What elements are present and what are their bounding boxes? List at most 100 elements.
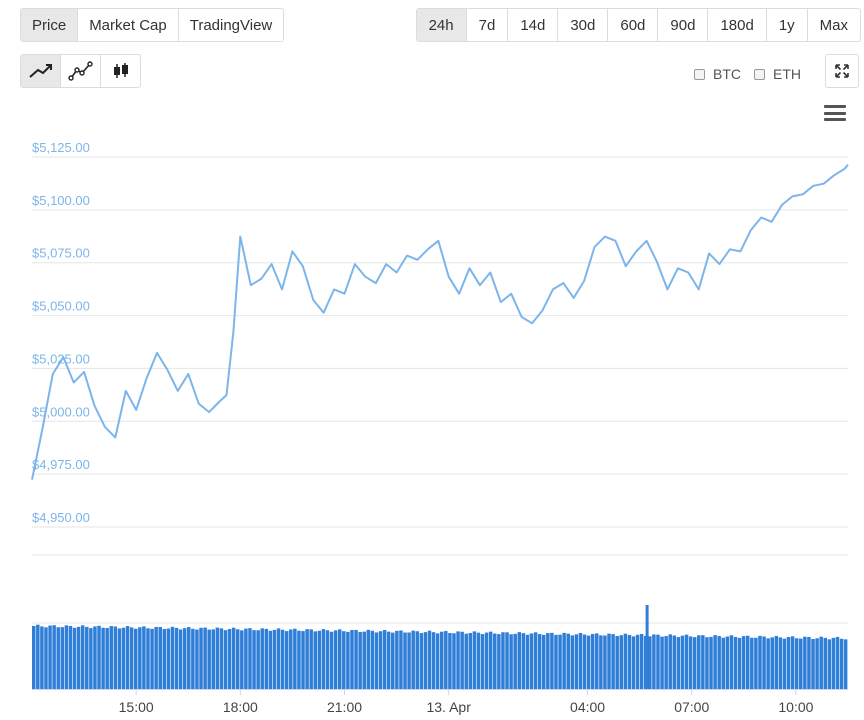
volume-bar xyxy=(378,631,383,689)
volume-bar xyxy=(366,629,371,689)
volume-bar xyxy=(517,632,521,689)
checkbox-box[interactable] xyxy=(694,68,705,80)
volume-bar xyxy=(737,637,742,689)
range-tab-180d[interactable]: 180d xyxy=(708,9,767,41)
volume-bar xyxy=(815,638,819,689)
volume-bar xyxy=(223,630,228,689)
volume-bar xyxy=(794,638,799,689)
volume-bars xyxy=(32,624,848,689)
volume-bar xyxy=(676,637,681,689)
price-series-line[interactable] xyxy=(31,164,849,480)
smooth-line-chart-button[interactable] xyxy=(61,55,101,87)
volume-bar xyxy=(346,631,350,689)
volume-bar xyxy=(317,630,322,689)
volume-bar xyxy=(85,626,89,689)
volume-bar xyxy=(178,629,183,689)
volume-bar xyxy=(370,630,375,689)
volume-bar xyxy=(586,635,591,689)
x-tick-label: 13. Apr xyxy=(426,699,471,715)
volume-bar xyxy=(284,631,289,689)
volume-bar xyxy=(280,629,285,689)
volume-bar xyxy=(623,633,628,689)
volume-bar xyxy=(615,636,619,689)
compare-btc-checkbox[interactable]: BTC xyxy=(694,66,741,82)
volume-bar xyxy=(680,635,685,689)
volume-bar xyxy=(595,633,599,689)
volume-bar xyxy=(427,630,432,689)
y-tick-label: $4,950.00 xyxy=(32,510,90,525)
compare-btc-label: BTC xyxy=(713,66,741,82)
line-chart-icon xyxy=(28,64,52,78)
volume-bar xyxy=(142,626,146,689)
volume-bar xyxy=(199,627,203,689)
range-tab-60d[interactable]: 60d xyxy=(608,9,659,41)
volume-bar xyxy=(635,634,640,689)
volume-bar xyxy=(448,633,452,689)
volume-bar xyxy=(497,634,501,689)
volume-bar xyxy=(109,626,113,689)
y-tick-label: $5,050.00 xyxy=(32,299,90,314)
compare-eth-label: ETH xyxy=(773,66,801,82)
volume-bar xyxy=(599,635,603,689)
volume-bar xyxy=(546,633,550,689)
volume-bar xyxy=(68,625,73,689)
volume-bar xyxy=(313,631,317,689)
tab-tradingview[interactable]: TradingView xyxy=(189,16,273,34)
range-tab-max[interactable]: Max xyxy=(819,16,848,34)
volume-bar xyxy=(533,632,538,689)
volume-bar xyxy=(93,626,97,689)
volume-bar xyxy=(505,632,509,689)
range-tab-90d[interactable]: 90d xyxy=(658,9,709,41)
volume-bar xyxy=(52,625,56,689)
checkbox-box[interactable] xyxy=(754,68,765,80)
range-tab-30d[interactable]: 30d xyxy=(558,9,609,41)
range-tab-24h[interactable]: 24h xyxy=(416,9,467,41)
volume-bar xyxy=(191,628,195,689)
volume-bar xyxy=(215,627,220,689)
y-tick-label: $5,000.00 xyxy=(32,404,90,419)
volume-bar xyxy=(321,629,326,689)
volume-bar xyxy=(399,630,403,689)
chart-menu-button[interactable] xyxy=(824,103,846,123)
volume-bar xyxy=(182,628,187,689)
volume-bar xyxy=(570,635,575,689)
volume-bar xyxy=(566,633,570,689)
volume-bar xyxy=(154,626,158,689)
compare-eth-checkbox[interactable]: ETH xyxy=(754,66,801,82)
volume-bar xyxy=(301,631,305,689)
volume-bar xyxy=(452,633,456,689)
volume-bar xyxy=(729,635,734,689)
volume-bar xyxy=(456,631,460,689)
volume-bar xyxy=(264,628,269,689)
volume-bar xyxy=(709,636,713,689)
tab-market-cap[interactable]: Market Cap xyxy=(78,9,179,41)
line-chart-button[interactable] xyxy=(21,55,61,87)
range-tab-14d[interactable]: 14d xyxy=(508,9,559,41)
volume-bar xyxy=(419,633,424,689)
volume-bar xyxy=(733,636,738,689)
volume-bar xyxy=(493,633,497,689)
volume-bar xyxy=(574,634,579,689)
candlestick-button[interactable] xyxy=(101,55,140,87)
volume-bar xyxy=(89,628,93,689)
volume-bar xyxy=(811,638,815,689)
volume-bar xyxy=(790,636,795,689)
volume-bar xyxy=(338,629,342,689)
volume-bar xyxy=(240,630,244,689)
volume-bar xyxy=(468,632,473,689)
volume-bar xyxy=(297,630,301,689)
volume-bar xyxy=(705,637,709,689)
tab-price[interactable]: Price xyxy=(21,9,79,41)
volume-bar xyxy=(537,634,542,689)
volume-bar xyxy=(754,637,758,689)
fullscreen-button[interactable] xyxy=(825,54,859,88)
volume-bar xyxy=(684,634,689,689)
volume-bar xyxy=(758,635,762,689)
range-tab-7d[interactable]: 7d xyxy=(467,9,509,41)
candlestick-icon xyxy=(113,63,128,78)
volume-bar xyxy=(782,638,787,689)
volume-bar xyxy=(395,630,399,689)
range-tab-1y[interactable]: 1y xyxy=(767,9,808,41)
volume-bar xyxy=(36,624,40,689)
